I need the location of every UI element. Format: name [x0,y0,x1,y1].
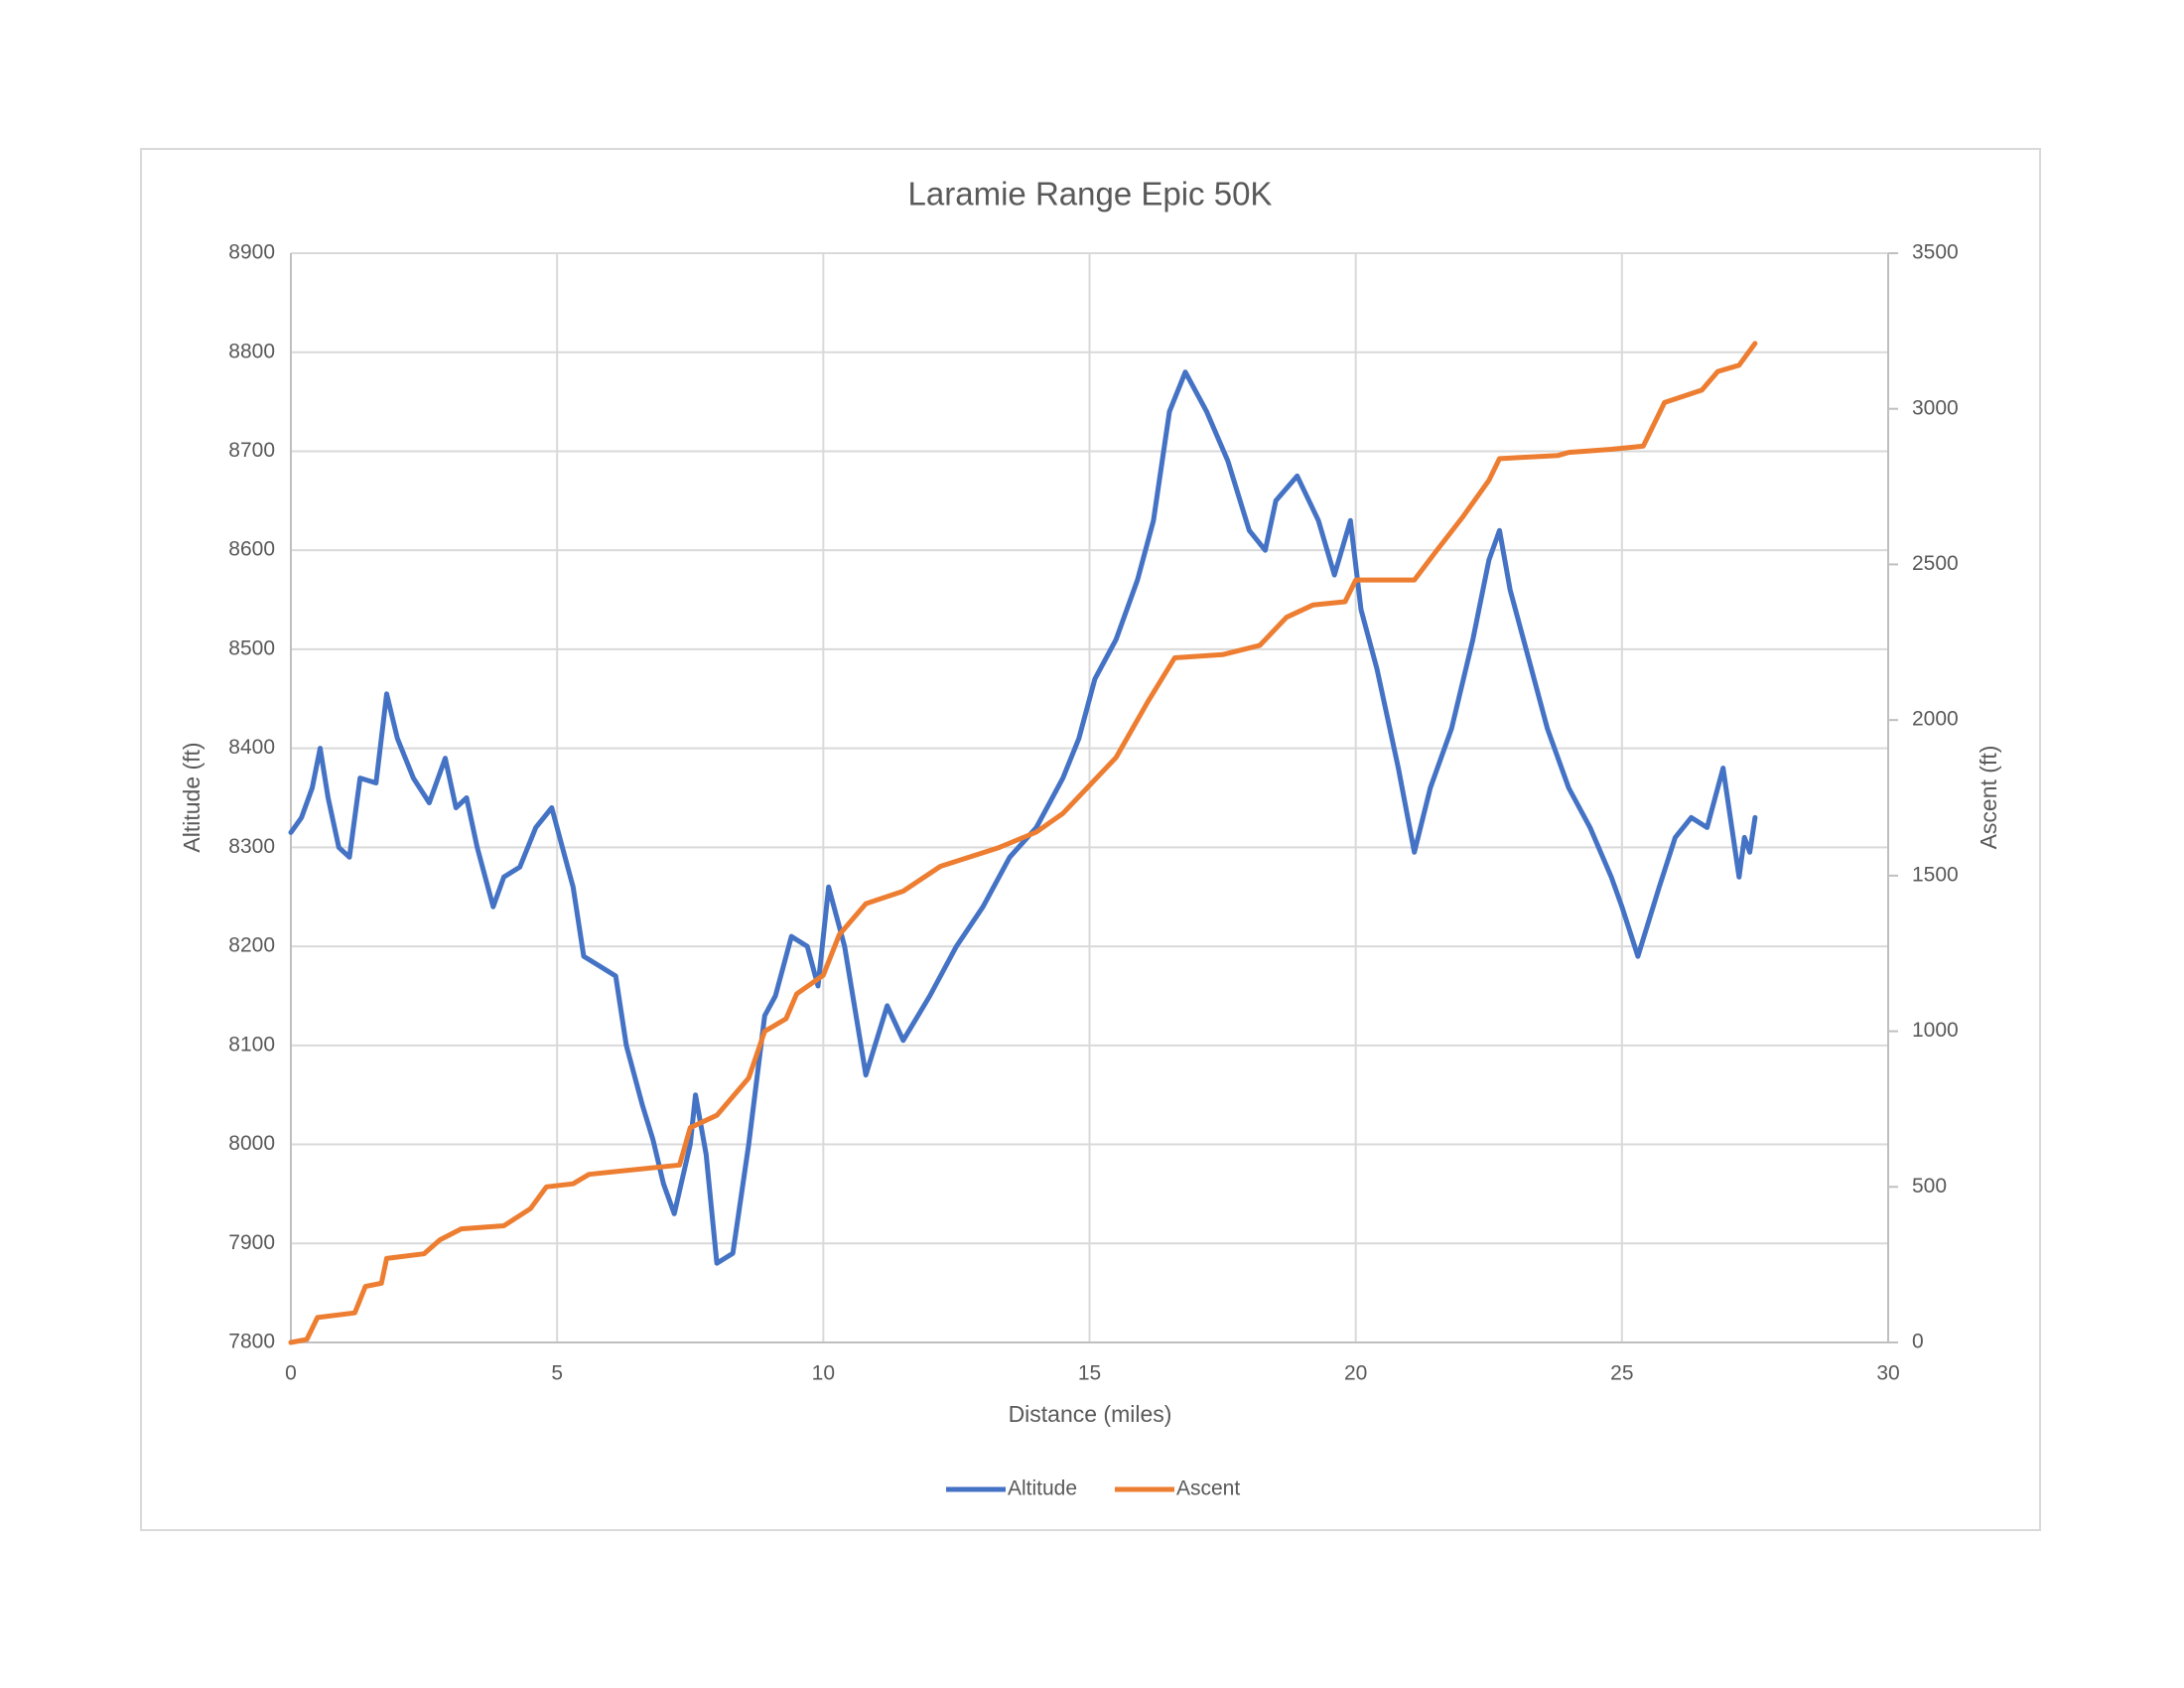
y2-tick-label: 500 [1912,1175,1947,1197]
y-tick-label: 8600 [228,538,275,561]
y-tick-label: 8300 [228,835,275,858]
y-tick-label: 7900 [228,1231,275,1254]
y-tick-label: 8500 [228,636,275,659]
y-tick-label: 8700 [228,439,275,462]
legend-label: Altitude [1008,1477,1077,1500]
y2-tick-label: 2000 [1912,708,1959,731]
x-tick-label: 20 [1344,1362,1367,1385]
y-tick-label: 8900 [228,241,275,264]
y-axis-label: Altitude (ft) [179,742,205,852]
y-tick-label: 8100 [228,1033,275,1055]
y-tick-label: 8200 [228,934,275,957]
series-line [288,341,1758,1345]
y2-tick-label: 1000 [1912,1019,1959,1042]
series-line [288,369,1758,1266]
y-tick-label: 8800 [228,340,275,362]
x-tick-label: 0 [285,1362,297,1385]
y2-axis-label: Ascent (ft) [1976,746,2001,850]
chart-title: Laramie Range Epic 50K [908,176,1273,212]
y-tick-label: 7800 [228,1331,275,1353]
x-tick-label: 15 [1078,1362,1101,1385]
y2-tick-label: 1500 [1912,863,1959,886]
x-tick-label: 10 [812,1362,835,1385]
y2-tick-label: 3000 [1912,396,1959,419]
y-tick-label: 8400 [228,736,275,759]
legend-label: Ascent [1176,1477,1240,1500]
x-tick-label: 30 [1876,1362,1899,1385]
y2-tick-label: 3500 [1912,241,1959,264]
y-tick-label: 8000 [228,1132,275,1155]
x-tick-label: 5 [551,1362,563,1385]
x-tick-label: 25 [1610,1362,1633,1385]
y2-tick-label: 2500 [1912,552,1959,575]
y2-tick-label: 0 [1912,1331,1924,1353]
x-axis-label: Distance (miles) [1009,1401,1172,1427]
